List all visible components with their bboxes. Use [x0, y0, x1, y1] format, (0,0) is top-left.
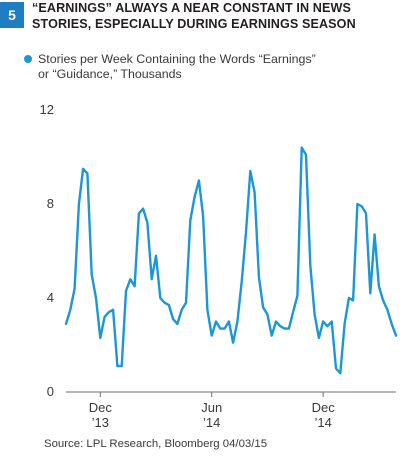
x-tick-label-month: Dec	[89, 400, 113, 415]
y-axis: 0 4 8 12	[40, 102, 54, 399]
chart-title-line-2: Stories, Especially During Earnings Seas…	[32, 16, 356, 31]
y-tick-label: 0	[47, 384, 54, 399]
source-note: Source: LPL Research, Bloomberg 04/03/15	[44, 438, 268, 450]
figure-number-badge: 5	[0, 2, 24, 28]
series-group	[64, 146, 398, 375]
legend-label-line-2: or “Guidance,” Thousands	[38, 67, 182, 81]
legend-label-line-1: Stories per Week Containing the Words “E…	[38, 52, 316, 66]
y-tick-label: 12	[40, 102, 54, 117]
y-tick-label: 8	[47, 196, 54, 211]
legend-marker-dot	[24, 55, 32, 63]
x-tick-label-year: ’14	[203, 415, 220, 430]
chart-title: “Earnings” Always a Near Constant in New…	[32, 1, 398, 32]
y-tick-label: 4	[47, 290, 54, 305]
series-line-earnings-stories	[64, 146, 398, 375]
x-tick-label-month: Dec	[312, 400, 336, 415]
chart-title-line-1: “Earnings” Always a Near Constant in New…	[32, 1, 351, 15]
x-tick-label-year: ’13	[92, 415, 109, 430]
x-tick-label-month: Jun	[201, 400, 222, 415]
x-tick-label-year: ’14	[314, 415, 331, 430]
chart-legend: Stories per Week Containing the Words “E…	[24, 52, 388, 82]
